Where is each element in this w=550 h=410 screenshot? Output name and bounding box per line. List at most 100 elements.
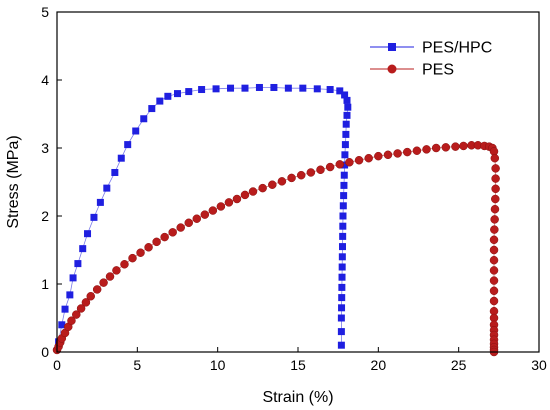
plot-frame — [56, 11, 540, 353]
data-point — [198, 86, 206, 94]
data-point — [248, 187, 258, 196]
data-point — [342, 130, 350, 138]
data-point — [79, 245, 87, 253]
legend-label: PES — [422, 62, 454, 79]
data-point — [66, 291, 74, 299]
data-point — [58, 321, 66, 329]
data-point — [336, 87, 344, 95]
data-point — [325, 162, 335, 172]
y-tick-label: 4 — [41, 72, 49, 88]
legend-marker — [387, 64, 397, 74]
data-point — [74, 260, 82, 268]
y-axis-title: Stress (MPa) — [5, 135, 22, 228]
data-point — [345, 158, 354, 167]
data-point — [412, 146, 422, 155]
data-point — [268, 180, 277, 189]
data-point — [216, 202, 226, 211]
data-point — [341, 141, 349, 149]
data-point — [338, 304, 346, 312]
data-point — [337, 328, 345, 336]
data-point — [200, 210, 210, 219]
data-point — [313, 85, 321, 93]
data-point — [306, 168, 316, 177]
data-point — [86, 291, 95, 301]
data-point — [339, 212, 347, 220]
data-point — [103, 184, 111, 192]
y-tick-label: 3 — [41, 140, 49, 156]
data-point — [120, 260, 129, 269]
data-point — [81, 298, 91, 307]
data-point — [76, 304, 86, 313]
data-point — [374, 151, 383, 161]
x-tick-label: 20 — [371, 357, 387, 373]
data-point — [339, 202, 347, 210]
legend-label: PES/HPC — [422, 40, 492, 57]
series-line — [56, 144, 497, 352]
data-point — [105, 272, 115, 281]
data-point — [383, 150, 393, 160]
legend-marker — [388, 43, 396, 51]
data-point — [431, 143, 441, 153]
data-point — [341, 151, 349, 159]
data-point — [364, 153, 373, 163]
data-point — [111, 168, 119, 176]
data-point — [339, 232, 347, 240]
data-point — [335, 160, 345, 169]
data-point — [208, 206, 218, 215]
data-point — [338, 294, 346, 302]
data-point — [284, 84, 292, 92]
data-point — [344, 103, 352, 111]
data-point — [341, 161, 349, 169]
data-point — [316, 165, 325, 175]
data-point — [441, 143, 451, 152]
data-point — [152, 237, 161, 247]
data-point — [337, 314, 345, 322]
data-point — [184, 218, 193, 228]
data-point — [338, 273, 346, 281]
data-point — [255, 83, 263, 91]
data-point — [342, 120, 350, 128]
data-point — [354, 155, 364, 165]
data-point — [287, 173, 296, 183]
series-line — [58, 87, 349, 346]
data-point — [124, 141, 132, 149]
data-point — [490, 204, 500, 214]
legend-item: PES — [370, 62, 454, 79]
data-point — [489, 235, 499, 245]
data-point — [227, 84, 235, 92]
data-point — [340, 192, 348, 200]
axes-layer: 0 5 10 15 20 25 30 0 1 2 3 4 5 — [41, 4, 547, 373]
data-point — [156, 97, 164, 105]
data-point — [69, 274, 77, 282]
data-point — [241, 84, 249, 92]
data-point — [489, 276, 499, 285]
data-point — [339, 222, 347, 230]
legend-item: PES/HPC — [370, 40, 492, 57]
data-point — [491, 184, 500, 194]
data-point — [343, 96, 351, 104]
data-point — [92, 285, 102, 294]
data-point — [176, 223, 185, 232]
data-point — [393, 149, 402, 158]
data-point — [185, 88, 193, 96]
data-point — [240, 190, 250, 200]
data-point — [99, 278, 108, 287]
x-tick-label: 0 — [53, 357, 61, 373]
data-point — [338, 283, 346, 291]
data-point — [90, 213, 98, 221]
data-point — [491, 164, 500, 173]
data-point — [148, 105, 156, 113]
data-point — [337, 341, 345, 349]
data-point — [341, 91, 349, 99]
data-point — [72, 310, 81, 319]
data-point — [96, 198, 104, 206]
legend: PES/HPC PES — [370, 40, 492, 79]
data-point — [340, 181, 348, 189]
data-point — [422, 145, 431, 154]
data-point — [326, 86, 334, 94]
data-point — [339, 243, 347, 251]
data-point — [338, 263, 346, 271]
y-tick-label: 5 — [41, 4, 49, 20]
data-point — [489, 266, 499, 275]
